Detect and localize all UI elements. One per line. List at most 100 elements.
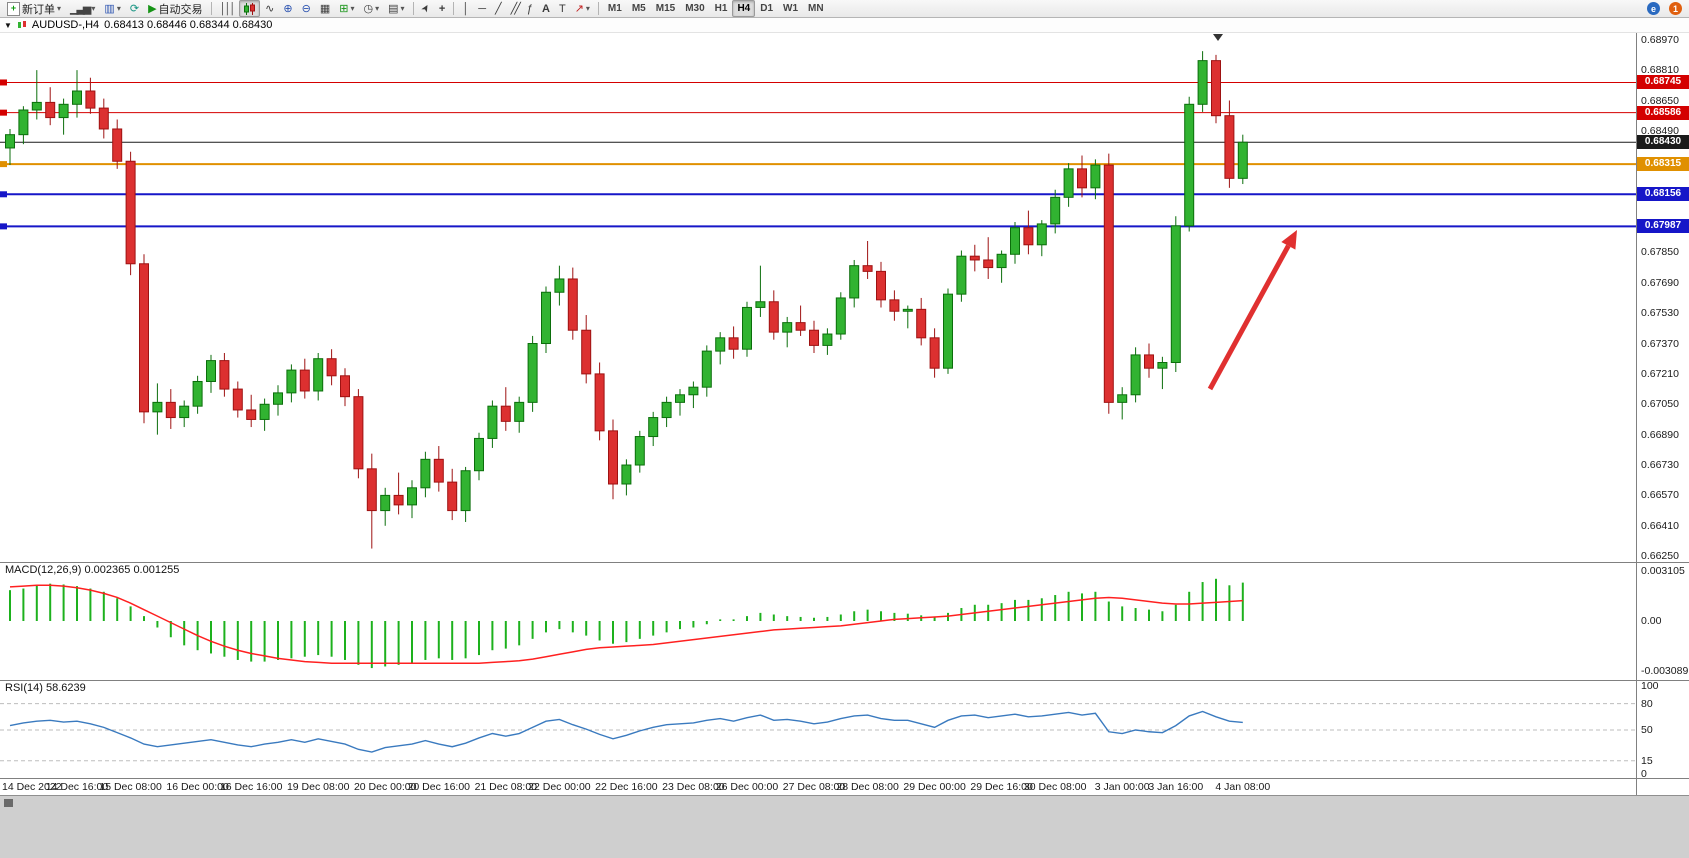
autotrading-button[interactable]: ▶ 自动交易: [144, 0, 206, 17]
candle: [1211, 60, 1221, 117]
candle: [31, 101, 42, 111]
candle: [1117, 394, 1128, 403]
notifications-button[interactable]: 1: [1665, 0, 1686, 17]
trend-arrow-line[interactable]: [1207, 244, 1291, 391]
tile-windows-icon: ▦: [319, 3, 331, 15]
window-menu-icon[interactable]: ▼: [4, 20, 12, 30]
candle: [45, 101, 56, 119]
cursor-button[interactable]: ➤: [418, 0, 434, 17]
candle: [768, 301, 779, 333]
crosshair-button[interactable]: +: [435, 0, 449, 17]
candle: [782, 322, 793, 333]
time-axis-label: 26 Dec 00:00: [715, 781, 779, 793]
rsi-value: 58.6239: [45, 682, 86, 694]
candle: [795, 322, 806, 331]
timeframe-button-m15[interactable]: M15: [655, 3, 676, 14]
new-order-button[interactable]: + 新订单 ▾: [3, 0, 65, 17]
tile-windows-button[interactable]: ▦: [316, 0, 334, 17]
price-axis-label: 0.67210: [1641, 367, 1679, 380]
trendline-icon: ╱: [495, 3, 502, 15]
channel-button[interactable]: ╱╱: [507, 0, 522, 17]
candle: [353, 396, 364, 470]
arrows-button[interactable]: ↗ ▾: [571, 0, 594, 17]
candle: [273, 392, 283, 405]
candle: [1224, 115, 1235, 179]
new-chart-button[interactable]: ▁▃▅ ▾: [66, 0, 99, 17]
candle: [219, 360, 230, 390]
indicators-icon: ⊞: [339, 3, 349, 15]
fibonacci-button[interactable]: ƒ: [523, 0, 537, 17]
candle: [661, 401, 672, 419]
trendline-button[interactable]: ╱: [491, 0, 506, 17]
price-axis-label: 0.66250: [1641, 550, 1679, 563]
zoom-out-icon: ⊖: [301, 3, 311, 15]
horizontal-line-button[interactable]: ─: [474, 0, 490, 17]
profiles-button[interactable]: ▥ ▾: [100, 0, 124, 17]
candle: [701, 350, 712, 388]
candle: [1197, 60, 1208, 105]
candle: [152, 401, 163, 413]
price-axis-label: 0.66730: [1641, 459, 1679, 472]
candle: [648, 417, 659, 438]
candle: [862, 265, 873, 272]
label-button[interactable]: T: [555, 0, 570, 17]
community-button[interactable]: e: [1643, 0, 1664, 17]
chart-area[interactable]: 0.68970 0.68810 0.68650 0.68490 0.67850 0.676…: [0, 33, 1689, 795]
bar-chart-mode-button[interactable]: │││: [216, 0, 239, 17]
refresh-button[interactable]: ⟳: [126, 0, 143, 17]
time-axis-label: 29 Dec 00:00: [903, 781, 966, 793]
candle: [1157, 362, 1168, 369]
scrollbar-thumb[interactable]: [4, 799, 13, 807]
candle: [809, 329, 819, 346]
time-axis-label: 14 Dec 16:00: [45, 781, 109, 793]
time-axis-label: 19 Dec 08:00: [286, 781, 350, 793]
chart-shift-marker[interactable]: [1213, 34, 1223, 41]
zoom-out-button[interactable]: ⊖: [298, 0, 315, 17]
line-chart-mode-button[interactable]: ∿: [261, 0, 278, 17]
candle: [380, 494, 391, 512]
timeframe-button-d1[interactable]: D1: [760, 3, 774, 14]
zoom-in-icon: ⊕: [283, 3, 293, 15]
clock-icon: ◷: [363, 3, 374, 15]
candle: [1023, 227, 1034, 246]
zoom-in-button[interactable]: ⊕: [279, 0, 296, 17]
price-tag: 0.68745: [1637, 75, 1689, 90]
text-button[interactable]: A: [538, 0, 554, 17]
candlestick-mode-button[interactable]: [239, 0, 261, 17]
candle: [554, 278, 565, 293]
panel-separator[interactable]: [0, 680, 1689, 681]
chart-ohlc-quote: 0.68413 0.68446 0.68344 0.68430: [104, 19, 273, 31]
channel-icon: ╱╱: [510, 3, 521, 15]
candle: [1063, 168, 1074, 198]
panel-separator[interactable]: [0, 562, 1689, 563]
templates-button[interactable]: ▤ ▾: [384, 0, 408, 17]
time-axis-label: 29 Dec 16:00: [970, 781, 1033, 793]
timeframe-button-h4[interactable]: H4: [732, 0, 756, 17]
timeframe-button-mn[interactable]: MN: [808, 3, 824, 14]
timeframe-button-m1[interactable]: M1: [607, 3, 622, 14]
new-order-icon: +: [7, 1, 20, 16]
periods-button[interactable]: ◷ ▾: [359, 0, 383, 17]
time-axis-label: 16 Dec 16:00: [219, 781, 283, 793]
candle: [969, 255, 980, 261]
price-axis: 0.68970 0.68810 0.68650 0.68490 0.67850 0.676…: [1637, 33, 1689, 795]
candle: [1130, 354, 1141, 396]
indicators-button[interactable]: ⊞ ▾: [335, 0, 358, 17]
chart-canvas[interactable]: [0, 33, 1636, 795]
level-left-marker: [0, 79, 7, 86]
price-axis-label: 0.67050: [1641, 398, 1679, 411]
candle: [835, 297, 846, 335]
vertical-line-button[interactable]: │: [458, 0, 473, 17]
candle: [407, 487, 417, 506]
timeframe-button-m5[interactable]: M5: [631, 3, 646, 14]
timeframe-button-h1[interactable]: H1: [714, 3, 728, 14]
level-left-marker: [0, 161, 7, 168]
time-axis-label: 16 Dec 00:00: [166, 781, 229, 793]
candle: [541, 291, 551, 345]
timeframe-button-w1[interactable]: W1: [783, 3, 799, 14]
candle: [286, 369, 297, 394]
timeframe-button-m30[interactable]: M30: [685, 3, 705, 14]
macd-signal-value: 0.001255: [133, 564, 180, 576]
candle: [366, 468, 377, 512]
